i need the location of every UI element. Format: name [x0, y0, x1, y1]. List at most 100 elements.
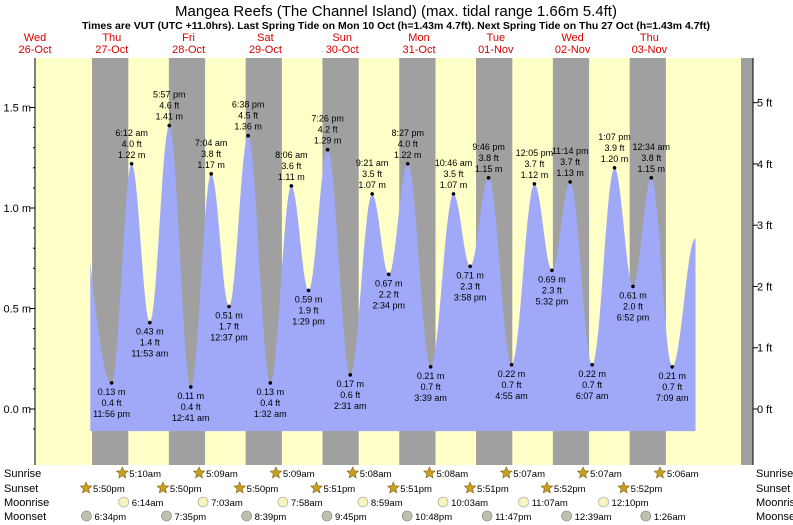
tide-area	[90, 125, 696, 432]
tide-time: 1:32 am	[254, 409, 287, 419]
row-label-left: Sunset	[4, 483, 38, 495]
moonrise-time: 8:59am	[371, 498, 403, 509]
day-name: Thu	[640, 32, 659, 44]
moonrise-time: 11:07am	[532, 498, 568, 509]
moonset-icon	[241, 510, 252, 522]
tide-m: 1.17 m	[197, 160, 225, 170]
moonrise-time: 6:14am	[132, 498, 164, 509]
tide-m: 0.43 m	[136, 327, 164, 337]
tide-point	[451, 192, 456, 196]
sunrise-time: 5:07am	[590, 469, 622, 480]
tide-point	[370, 192, 374, 196]
tide-m: 0.61 m	[619, 290, 647, 300]
tide-time: 12:37 pm	[210, 332, 248, 342]
day-name: Mon	[408, 32, 429, 44]
tide-m: 0.69 m	[538, 274, 566, 284]
day-date: 29-Oct	[249, 44, 282, 56]
tide-ft: 3.7 ft	[524, 159, 545, 169]
sun-icon	[499, 466, 513, 479]
sunrise-time: 5:09am	[283, 469, 315, 480]
day-name: Fri	[182, 32, 195, 44]
sun-icon	[233, 481, 247, 494]
right-tick-label: 0 ft	[757, 404, 772, 416]
tide-point	[148, 320, 152, 325]
sun-icon	[156, 481, 170, 494]
tide-point	[227, 304, 231, 309]
row-label-right: Moonset	[756, 511, 793, 523]
tide-m: 1.07 m	[440, 180, 468, 190]
tide-ft: 3.5 ft	[443, 169, 464, 179]
tide-point	[246, 133, 250, 138]
tide-ft: 0.7 ft	[662, 382, 683, 392]
row-label-left: Moonrise	[4, 497, 49, 509]
tide-time: 11:56 pm	[93, 409, 130, 419]
tide-ft: 3.6 ft	[281, 161, 302, 171]
moonset-icon	[640, 510, 652, 522]
moonset-icon	[561, 510, 572, 522]
sun-icon	[115, 466, 129, 479]
tide-m: 1.15 m	[475, 164, 503, 174]
moonrise-icon	[518, 496, 529, 508]
row-label-left: Sunrise	[4, 468, 41, 480]
tide-m: 0.59 m	[295, 294, 323, 304]
day-date: 01-Nov	[478, 44, 514, 56]
tide-m: 1.22 m	[394, 150, 422, 160]
moonrise-time: 12:10pm	[612, 498, 649, 509]
moonset-icon	[81, 510, 92, 522]
moonset-icon	[321, 510, 333, 522]
row-label-right: Sunrise	[756, 468, 793, 480]
tide-m: 0.21 m	[658, 371, 686, 381]
tide-time: 4:55 am	[495, 391, 528, 401]
tide-m: 0.51 m	[215, 310, 243, 320]
tide-time: 12:41 am	[172, 413, 210, 423]
sun-icon	[310, 481, 323, 494]
tide-m: 0.13 m	[257, 387, 285, 397]
tide-point	[167, 123, 172, 128]
day-name: Tue	[487, 32, 506, 44]
left-tick-label: 0.5 m	[3, 304, 31, 316]
sunset-time: 5:50pm	[93, 484, 125, 495]
sun-icon	[269, 466, 283, 479]
row-label-left: Moonset	[4, 511, 46, 523]
sun-icon	[653, 466, 667, 479]
sunrise-time: 5:08am	[437, 469, 469, 480]
tide-time: 3:58 pm	[454, 292, 487, 302]
tide-point	[486, 176, 491, 180]
sunrise-time: 5:07am	[513, 469, 545, 480]
tide-m: 1.12 m	[521, 170, 549, 180]
moonset-time: 1:26am	[654, 512, 686, 523]
sunrise-time: 5:09am	[206, 469, 238, 480]
tide-ft: 2.0 ft	[623, 301, 644, 311]
tide-point	[550, 268, 554, 273]
tide-ft: 0.6 ft	[340, 390, 361, 400]
sun-icon	[346, 466, 360, 479]
moonset-time: 12:39am	[575, 512, 612, 523]
tide-m: 1.29 m	[314, 136, 342, 146]
moonset-time: 10:48pm	[415, 512, 452, 523]
sunset-time: 5:50pm	[170, 484, 202, 495]
right-tick-label: 4 ft	[757, 159, 772, 171]
tide-m: 0.11 m	[177, 391, 204, 401]
tide-ft: 3.8 ft	[479, 153, 500, 163]
tide-time: 12:05 pm	[516, 148, 554, 158]
tide-ft: 1.9 ft	[299, 305, 320, 315]
tide-point	[289, 184, 294, 188]
tide-time: 2:34 pm	[372, 300, 405, 310]
tide-point	[590, 362, 594, 367]
moonset-icon	[401, 510, 413, 522]
tide-ft: 3.8 ft	[641, 153, 662, 163]
tide-point	[428, 364, 433, 369]
tide-point	[568, 180, 572, 184]
left-tick-label: 0.0 m	[3, 404, 31, 416]
moonset-time: 8:39pm	[255, 512, 287, 523]
sun-moon-rows: Sunrise Sunrise Sunset Sunset Moonrise Moonri…	[4, 466, 793, 523]
tide-ft: 2.2 ft	[379, 289, 400, 299]
tide-time: 5:32 pm	[536, 296, 569, 306]
tide-point	[348, 373, 353, 377]
moonset-time: 9:45pm	[335, 512, 367, 523]
right-tick-label: 3 ft	[757, 220, 772, 232]
tide-time: 9:21 am	[356, 158, 389, 168]
tide-ft: 0.4 ft	[260, 398, 281, 408]
tide-point	[109, 381, 114, 385]
moonrise-time: 10:03am	[451, 498, 488, 509]
